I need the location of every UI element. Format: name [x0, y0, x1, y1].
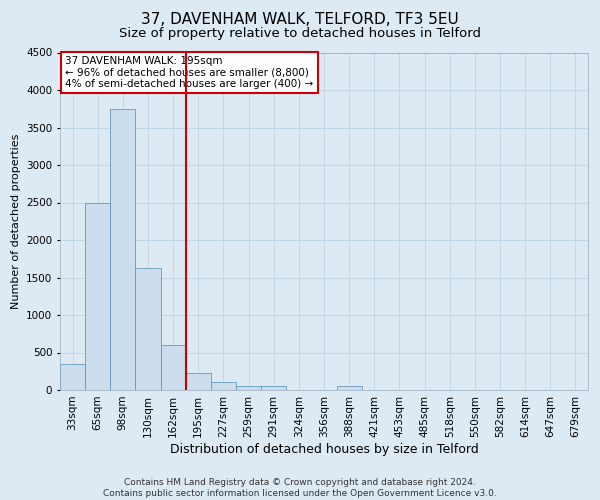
Bar [261, 386, 286, 390]
Bar [236, 386, 261, 390]
Bar [136, 268, 161, 390]
Text: Size of property relative to detached houses in Telford: Size of property relative to detached ho… [119, 28, 481, 40]
X-axis label: Distribution of detached houses by size in Telford: Distribution of detached houses by size … [170, 442, 478, 456]
Bar [110, 109, 136, 390]
Text: 37, DAVENHAM WALK, TELFORD, TF3 5EU: 37, DAVENHAM WALK, TELFORD, TF3 5EU [141, 12, 459, 28]
Bar [161, 345, 186, 390]
Text: Contains HM Land Registry data © Crown copyright and database right 2024.
Contai: Contains HM Land Registry data © Crown c… [103, 478, 497, 498]
Text: 37 DAVENHAM WALK: 195sqm
← 96% of detached houses are smaller (8,800)
4% of semi: 37 DAVENHAM WALK: 195sqm ← 96% of detach… [65, 56, 314, 89]
Bar [60, 364, 85, 390]
Y-axis label: Number of detached properties: Number of detached properties [11, 134, 20, 309]
Bar [85, 202, 110, 390]
Bar [337, 386, 362, 390]
Bar [211, 382, 236, 390]
Bar [186, 373, 211, 390]
